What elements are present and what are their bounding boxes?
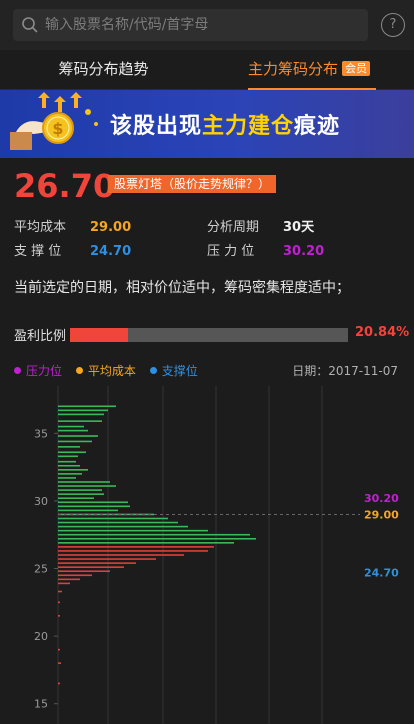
profit-ratio-fill [70, 328, 128, 342]
chip-bar [58, 615, 60, 617]
profit-ratio-value: 20.84% [355, 325, 410, 340]
date-label: 日期：2017-11-07 [292, 364, 398, 378]
chip-bar [58, 481, 110, 483]
chip-bar [58, 464, 80, 467]
y-tick-label: 25 [34, 563, 48, 576]
period-value: 30天 [283, 220, 315, 235]
chip-bar [58, 477, 76, 479]
tab-bar: 筹码分布趋势 主力筹码分布 会员 [0, 50, 414, 90]
chip-bar [58, 469, 88, 471]
chip-bar [58, 460, 76, 463]
chip-bar [58, 578, 80, 581]
legend-support: 支撑位 [149, 363, 198, 379]
chip-bar [58, 493, 104, 495]
chip-bar [58, 525, 188, 528]
chip-bar [58, 558, 156, 560]
stat-period: 分析周期 30天 [207, 220, 315, 235]
legend-pressure: 压力位 [14, 363, 62, 379]
y-tick-label: 20 [34, 630, 48, 643]
chip-bar [58, 505, 130, 508]
search-placeholder: 输入股票名称/代码/首字母 [45, 17, 209, 33]
y-tick-label: 35 [34, 427, 48, 440]
chip-bar [58, 435, 98, 437]
search-bar: 输入股票名称/代码/首字母 ? [0, 0, 414, 50]
promo-banner[interactable]: $ 该股出现主力建仓痕迹 [0, 90, 414, 158]
search-icon [21, 16, 39, 34]
stat-pressure: 压 力 位 30.20 [207, 244, 325, 259]
tab-label: 筹码分布趋势 [58, 60, 149, 78]
chip-distribution-chart: 15 20 25 30 35 30.20 29.00 24.70 [34, 386, 399, 724]
current-price: 26.70 [14, 167, 116, 205]
price-marker-label: 29.00 [364, 508, 399, 521]
y-tick-label: 15 [34, 698, 48, 711]
chip-bar [58, 570, 110, 573]
search-input[interactable]: 输入股票名称/代码/首字母 [13, 9, 368, 41]
chip-bar [58, 562, 136, 564]
profit-ratio-bar [70, 328, 348, 342]
chip-bar [58, 537, 256, 540]
vip-badge: 会员 [342, 61, 371, 76]
chip-bar [58, 425, 84, 428]
chip-bar [58, 521, 178, 524]
stat-support: 支 撑 位 24.70 [14, 244, 132, 259]
svg-text:$: $ [52, 119, 63, 138]
help-button[interactable]: ? [381, 13, 405, 37]
chip-bar [58, 648, 60, 651]
chip-bar [58, 601, 60, 604]
chip-bar [58, 546, 214, 548]
chip-bar [58, 542, 234, 544]
chip-bar [58, 582, 70, 585]
chip-bar [58, 451, 86, 454]
chip-bar [58, 574, 92, 577]
price-marker-label: 30.20 [364, 492, 399, 505]
chip-bar [58, 662, 61, 664]
chip-bar [58, 554, 184, 556]
chip-bar [58, 533, 250, 536]
legend-avg-cost: 平均成本 [75, 363, 136, 379]
chip-bar [58, 413, 104, 416]
tab-label: 主力筹码分布 [248, 60, 339, 78]
chip-bar [58, 409, 108, 412]
chip-bar [58, 682, 60, 685]
tab-main-chip-distribution[interactable]: 主力筹码分布 会员 [248, 50, 376, 90]
chip-bar [58, 497, 94, 500]
chip-bar [58, 501, 128, 504]
stat-avg-cost: 平均成本 29.00 [14, 220, 132, 235]
stock-lighthouse-link[interactable]: 股票灯塔（股价走势规律？） [108, 175, 277, 193]
chip-bar [58, 550, 208, 552]
chip-bar [58, 429, 88, 432]
chip-bar [58, 489, 102, 491]
pressure-value: 30.20 [283, 244, 325, 259]
tab-chip-distribution-trend[interactable]: 筹码分布趋势 [0, 50, 207, 90]
chart-legend: 压力位 平均成本 支撑位 [14, 363, 208, 379]
support-value: 24.70 [90, 244, 132, 259]
chip-bar [58, 420, 102, 422]
hand-coin-icon: $ [10, 92, 98, 150]
chip-bar [58, 529, 208, 532]
chip-bar [58, 590, 62, 593]
profit-ratio-label: 盈利比例 [14, 329, 67, 344]
avg-cost-value: 29.00 [90, 220, 132, 235]
chip-bar [58, 566, 124, 568]
active-tab-indicator [248, 88, 376, 90]
chip-bar [58, 455, 78, 458]
y-tick-label: 30 [34, 495, 48, 508]
chip-bar [58, 440, 92, 443]
price-marker-label: 24.70 [364, 567, 399, 580]
analysis-description: 当前选定的日期，相对价位适中，筹码密集程度适中； [14, 280, 350, 296]
chip-bar [58, 517, 168, 520]
banner-title: 该股出现主力建仓痕迹 [110, 114, 341, 139]
chip-bar [58, 509, 118, 512]
chip-bar [58, 405, 116, 408]
chip-bar [58, 485, 116, 487]
chip-bar [58, 446, 80, 448]
chip-bar [58, 473, 82, 475]
